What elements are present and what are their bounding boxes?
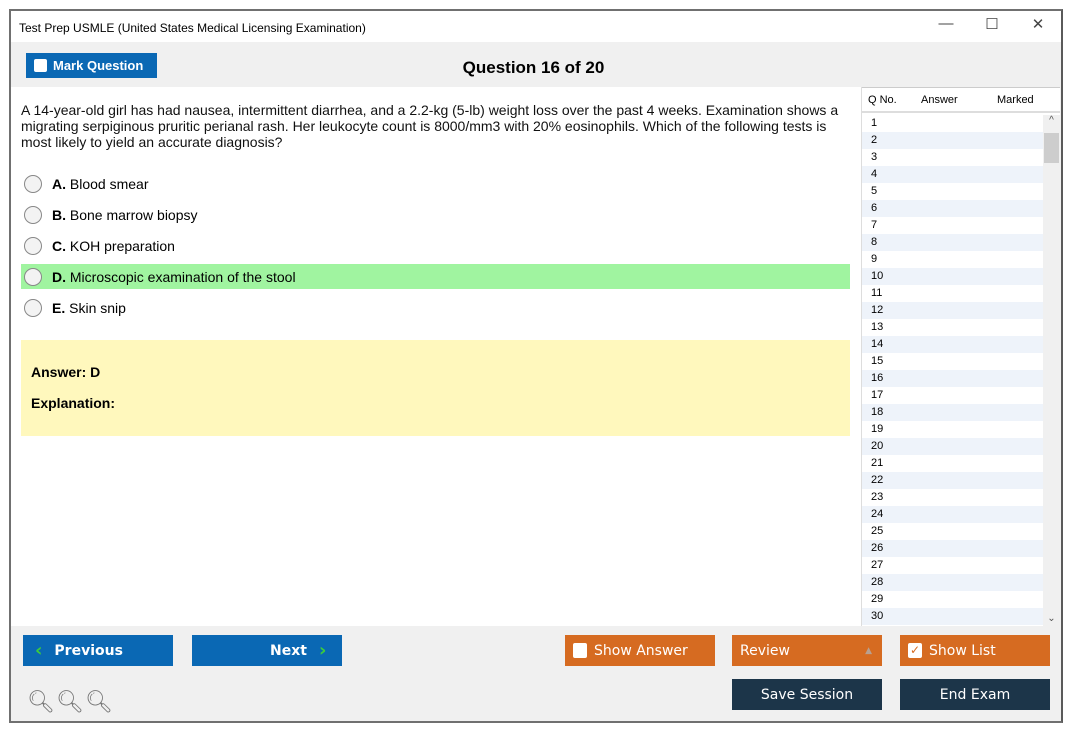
list-item[interactable]: 12 <box>862 302 1044 319</box>
radio-button[interactable] <box>24 174 42 193</box>
scroll-down-icon[interactable]: ⌄ <box>1047 613 1056 624</box>
end-exam-button[interactable]: End Exam <box>900 679 1050 710</box>
list-item[interactable]: 17 <box>871 389 884 401</box>
option-letter: B. <box>52 206 66 223</box>
list-item[interactable]: 20 <box>862 438 1044 455</box>
list-item[interactable]: 6 <box>862 200 1044 217</box>
next-button[interactable]: Next › <box>192 635 342 666</box>
option-text: KOH preparation <box>69 237 175 254</box>
list-item[interactable]: 28 <box>862 574 1044 591</box>
radio-button[interactable] <box>24 298 42 317</box>
show-list-button[interactable]: ✓ Show List <box>900 635 1050 666</box>
scrollbar-thumb[interactable] <box>1044 133 1059 163</box>
list-item[interactable]: 24 <box>862 506 1044 523</box>
window-title: Test Prep USMLE (United States Medical L… <box>19 21 366 35</box>
maximize-button[interactable]: ☐ <box>985 16 999 33</box>
header: Mark Question Question 16 of 20 <box>11 42 1061 87</box>
question-text: A 14-year-old girl has had nausea, inter… <box>21 102 839 150</box>
answer-text: Answer: D <box>31 364 101 380</box>
explanation-label: Explanation: <box>31 395 116 411</box>
list-item[interactable]: 9 <box>871 253 878 265</box>
answer-box: Answer: D Explanation: <box>21 340 850 436</box>
review-label: Review <box>740 642 790 659</box>
option-letter: D. <box>52 268 66 285</box>
title-bar: Test Prep USMLE (United States Medical L… <box>11 11 1061 42</box>
review-dropdown[interactable]: Review ▲ <box>732 635 882 666</box>
checkbox-icon <box>34 59 47 72</box>
checkbox-icon <box>573 643 587 658</box>
option-text: Blood smear <box>69 175 149 192</box>
list-item[interactable]: 27 <box>871 559 884 571</box>
radio-button[interactable] <box>24 236 42 255</box>
option-text: Microscopic examination of the stool <box>69 268 296 285</box>
scroll-up-icon[interactable]: ^ <box>1049 115 1054 126</box>
footer: ‹ Previous Next › Show Answer Review ▲ ✓ Sho… <box>11 626 1061 721</box>
list-item[interactable]: 4 <box>862 166 1044 183</box>
list-item[interactable]: 23 <box>871 491 884 503</box>
option-letter: C. <box>52 237 66 254</box>
previous-button[interactable]: ‹ Previous <box>23 635 173 666</box>
chevron-left-icon: ‹ <box>35 640 43 661</box>
list-item[interactable]: 13 <box>871 321 884 333</box>
save-session-button[interactable]: Save Session <box>732 679 882 710</box>
list-item[interactable]: 19 <box>871 423 884 435</box>
option-d[interactable]: D. Microscopic examination of the stool <box>21 264 850 289</box>
zoom-reset-icon[interactable]: 🔍︎ <box>56 689 84 714</box>
show-list-label: Show List <box>929 642 996 659</box>
list-item[interactable]: 14 <box>862 336 1044 353</box>
option-letter: A. <box>52 175 66 192</box>
col-marked: Marked <box>997 94 1034 106</box>
list-item[interactable]: 15 <box>871 355 884 367</box>
list-item[interactable]: 10 <box>862 268 1044 285</box>
list-item[interactable]: 11 <box>871 287 883 299</box>
radio-button[interactable] <box>24 205 42 224</box>
list-item[interactable]: 2 <box>862 132 1044 149</box>
mark-question-label: Mark Question <box>53 58 144 73</box>
option-e[interactable]: E. Skin snip <box>21 295 850 320</box>
list-header: Q No. Answer Marked <box>862 87 1060 113</box>
chevron-right-icon: › <box>318 640 327 661</box>
close-button[interactable]: ✕ <box>1031 16 1045 33</box>
list-item[interactable]: 21 <box>871 457 884 469</box>
col-qno: Q No. <box>868 94 897 106</box>
checkmark-icon: ✓ <box>908 643 922 658</box>
option-c[interactable]: C. KOH preparation <box>21 233 850 258</box>
list-item[interactable]: 29 <box>871 593 884 605</box>
list-item[interactable]: 25 <box>871 525 884 537</box>
list-item[interactable]: 18 <box>862 404 1044 421</box>
list-item[interactable]: 5 <box>871 185 878 197</box>
scrollbar[interactable]: ^ ⌄ <box>1043 115 1060 626</box>
list-item[interactable]: 7 <box>871 219 878 231</box>
caret-up-icon: ▲ <box>865 645 872 656</box>
list-item[interactable]: 16 <box>862 370 1044 387</box>
option-a[interactable]: A. Blood smear <box>21 171 850 196</box>
zoom-out-icon[interactable]: 🔍︎ <box>85 689 113 714</box>
list-item[interactable]: 8 <box>862 234 1044 251</box>
next-label: Next <box>270 642 307 659</box>
question-list: Q No. Answer Marked 1 2 3 4 5 6 7 8 9 10 11 12 13 14 1… <box>861 87 1060 626</box>
option-b[interactable]: B. Bone marrow biopsy <box>21 202 850 227</box>
previous-label: Previous <box>54 642 123 659</box>
show-answer-label: Show Answer <box>594 642 688 659</box>
list-item[interactable]: 30 <box>862 608 1044 625</box>
app-window: Test Prep USMLE (United States Medical L… <box>9 9 1063 723</box>
question-panel: A 14-year-old girl has had nausea, inter… <box>11 87 861 626</box>
list-item[interactable]: 1 <box>871 117 878 129</box>
show-answer-button[interactable]: Show Answer <box>565 635 715 666</box>
option-text: Skin snip <box>69 299 126 316</box>
minimize-button[interactable]: — <box>938 15 954 32</box>
option-text: Bone marrow biopsy <box>69 206 198 223</box>
radio-button[interactable] <box>24 267 42 286</box>
list-item[interactable]: 22 <box>862 472 1044 489</box>
mark-question-button[interactable]: Mark Question <box>26 53 157 78</box>
list-item[interactable]: 3 <box>871 151 878 163</box>
col-answer: Answer <box>921 94 958 106</box>
zoom-in-icon[interactable]: 🔍︎ <box>27 689 55 714</box>
option-letter: E. <box>52 299 66 316</box>
list-item[interactable]: 26 <box>862 540 1044 557</box>
question-counter: Question 16 of 20 <box>462 58 605 77</box>
